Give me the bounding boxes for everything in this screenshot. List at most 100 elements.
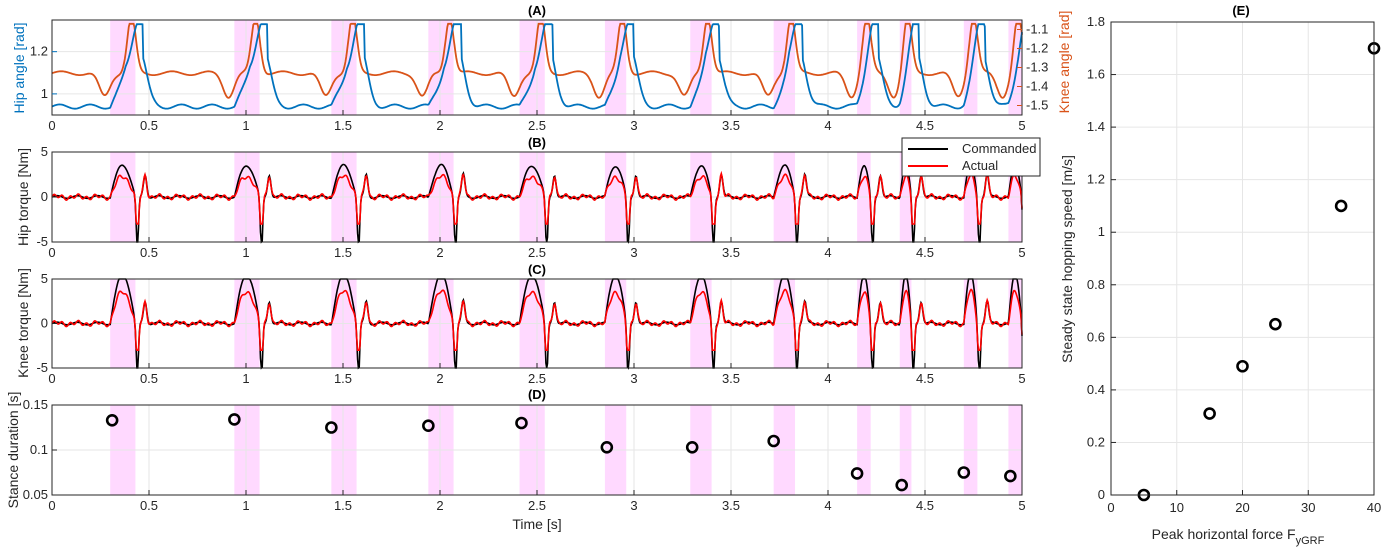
x-tick-label: 1 bbox=[242, 371, 249, 386]
knee-angle-tick-label: -1.5 bbox=[1026, 98, 1048, 113]
x-tick-label: 0 bbox=[1107, 500, 1114, 515]
stance-duration-point bbox=[325, 421, 338, 434]
x-tick-label: 0 bbox=[48, 118, 55, 133]
x-tick-label: 1.5 bbox=[334, 498, 352, 513]
knee-angle-tick-label: -1.1 bbox=[1026, 22, 1048, 37]
knee-angle-tick-label: -1.4 bbox=[1026, 79, 1048, 94]
knee-angle-tick-label: -1.2 bbox=[1026, 41, 1048, 56]
stance-phase-a-7 bbox=[773, 20, 796, 115]
x-tick-label: 0.5 bbox=[140, 498, 158, 513]
legend-commanded-label: Commanded bbox=[962, 141, 1036, 156]
x-tick-label: 0 bbox=[48, 245, 55, 260]
x-tick-label: 2.5 bbox=[528, 118, 546, 133]
hopping-speed-point bbox=[1334, 199, 1348, 213]
x-tick-label: 2 bbox=[436, 245, 443, 260]
x-tick-label: 40 bbox=[1367, 500, 1381, 515]
x-tick-label: 3.5 bbox=[722, 245, 740, 260]
x-tick-label: 2.5 bbox=[528, 245, 546, 260]
knee-angle-tick-label: -1.3 bbox=[1026, 60, 1048, 75]
y-tick-label: 0.4 bbox=[1087, 382, 1105, 397]
x-tick-label: 0.5 bbox=[140, 245, 158, 260]
stance-duration-point bbox=[600, 440, 614, 454]
y-tick-label: -5 bbox=[36, 360, 48, 375]
panel-d-stance-duration: (D) 0 0.5 1 1.5 2 2.5 3 3.5 4 4.5 5 0.15 0.1 0.05 Sta… bbox=[5, 387, 1026, 532]
x-tick-label: 1 bbox=[242, 245, 249, 260]
stance-duration-point bbox=[105, 413, 119, 427]
x-tick-label: 0.5 bbox=[140, 371, 158, 386]
panel-a-hip-knee-angle: (A) 0 0.5 1 1.5 2 2.5 3 3.5 4 4.5 5 1 1.2 -1.1 -1.2 -1.… bbox=[11, 3, 1072, 133]
panel-e-title: (E) bbox=[1232, 3, 1249, 18]
legend-actual-label: Actual bbox=[962, 158, 998, 173]
y-tick-label: 0.1 bbox=[30, 442, 48, 457]
y-tick-label: 1.4 bbox=[1087, 119, 1105, 134]
x-tick-label: 1 bbox=[242, 118, 249, 133]
y-tick-label: 5 bbox=[41, 271, 48, 286]
x-tick-label: 2 bbox=[436, 498, 443, 513]
x-tick-label: 20 bbox=[1235, 500, 1249, 515]
x-tick-label: 2.5 bbox=[528, 498, 546, 513]
x-tick-label: 2.5 bbox=[528, 371, 546, 386]
x-tick-label: 4.5 bbox=[916, 371, 934, 386]
x-tick-label: 10 bbox=[1170, 500, 1184, 515]
x-tick-label: 2 bbox=[436, 371, 443, 386]
x-tick-label: 4 bbox=[824, 498, 831, 513]
y-tick-label: 0 bbox=[41, 189, 48, 204]
panel-c-knee-torque: (C) 0 0.5 1 1.5 2 2.5 3 3.5 4 4.5 550-5 Knee torqu… bbox=[15, 262, 1026, 386]
x-tick-label: 4 bbox=[824, 118, 831, 133]
y-tick-label: 0.05 bbox=[23, 487, 48, 502]
x-tick-label: 5 bbox=[1018, 245, 1025, 260]
x-tick-label: 1.5 bbox=[334, 371, 352, 386]
hip-angle-line bbox=[51, 23, 1023, 110]
x-tick-label: 4.5 bbox=[916, 118, 934, 133]
x-tick-label: 2 bbox=[436, 118, 443, 133]
x-tick-label: 5 bbox=[1018, 371, 1025, 386]
y-tick-label: 0.15 bbox=[23, 397, 48, 412]
x-tick-label: 1.5 bbox=[334, 245, 352, 260]
hopping-speed-point bbox=[1236, 359, 1249, 373]
actual-torque-line-b bbox=[51, 170, 1023, 225]
stance-phase-a-5 bbox=[604, 20, 627, 115]
hip-angle-tick-label: 1.2 bbox=[30, 44, 48, 59]
x-tick-label: 0 bbox=[48, 498, 55, 513]
x-tick-label: 5 bbox=[1018, 118, 1025, 133]
x-tick-label: 3.5 bbox=[722, 371, 740, 386]
y-tick-label: 0.8 bbox=[1087, 277, 1105, 292]
hopping-speed-point bbox=[1269, 317, 1282, 331]
x-tick-label: 3 bbox=[630, 245, 637, 260]
x-tick-label: 5 bbox=[1018, 498, 1025, 513]
knee-torque-axis-label: Knee torque [Nm] bbox=[15, 268, 31, 378]
stance-duration-axis-label: Stance duration [s] bbox=[5, 392, 21, 509]
y-tick-label: 1.8 bbox=[1087, 14, 1105, 29]
x-tick-label: 3 bbox=[630, 371, 637, 386]
x-tick-label: 4 bbox=[824, 245, 831, 260]
x-tick-label: 3 bbox=[630, 118, 637, 133]
y-tick-label: 1.2 bbox=[1087, 172, 1105, 187]
x-tick-label: 0.5 bbox=[140, 118, 158, 133]
x-tick-label: 30 bbox=[1301, 500, 1315, 515]
stance-duration-point bbox=[1004, 469, 1017, 483]
x-tick-label: 1 bbox=[242, 498, 249, 513]
y-tick-label: 1.6 bbox=[1087, 67, 1105, 82]
x-tick-label: 3.5 bbox=[722, 118, 740, 133]
panel-c-title: (C) bbox=[528, 262, 546, 277]
hip-torque-axis-label: Hip torque [Nm] bbox=[15, 148, 31, 246]
y-tick-label: 1 bbox=[1098, 224, 1105, 239]
x-tick-label: 0 bbox=[48, 371, 55, 386]
peak-force-axis-label-main: Peak horizontal force F bbox=[1152, 526, 1296, 542]
panel-a-title: (A) bbox=[528, 3, 546, 18]
stance-duration-point bbox=[422, 419, 435, 433]
hopping-speed-axis-label: Steady state hopping speed [m/s] bbox=[1059, 155, 1075, 363]
knee-angle-line bbox=[51, 22, 1023, 99]
x-tick-label: 4 bbox=[824, 371, 831, 386]
y-tick-label: 0.6 bbox=[1087, 329, 1105, 344]
stance-duration-point bbox=[515, 416, 528, 430]
stance-duration-point bbox=[850, 467, 864, 480]
actual-torque-line-c bbox=[51, 288, 1023, 352]
x-tick-label: 3.5 bbox=[722, 498, 740, 513]
hip-angle-tick-label: 1 bbox=[41, 86, 48, 101]
peak-force-axis-label: Peak horizontal force FyGRF bbox=[1152, 526, 1325, 547]
knee-angle-axis-label: Knee angle [rad] bbox=[1056, 11, 1072, 114]
panel-d-title: (D) bbox=[528, 387, 546, 402]
peak-force-axis-label-sub: yGRF bbox=[1296, 535, 1325, 547]
